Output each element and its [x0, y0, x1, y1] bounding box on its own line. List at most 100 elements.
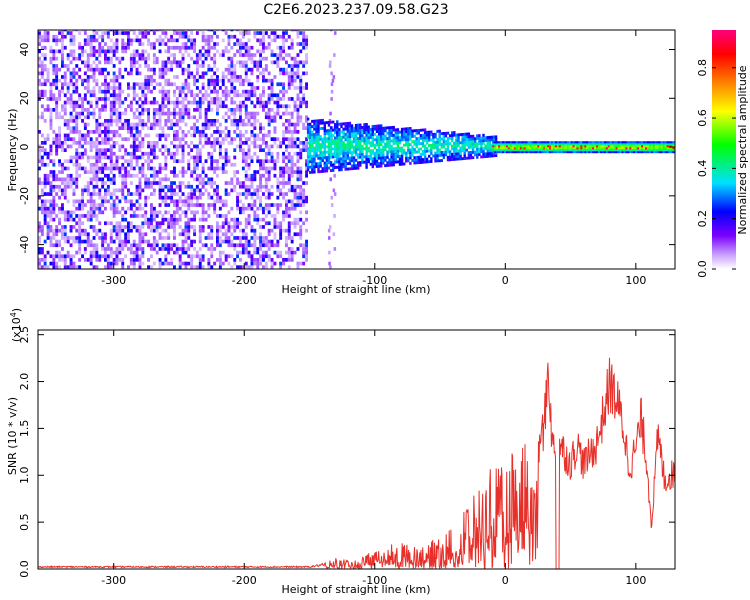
- spectrogram-cell: [72, 162, 76, 167]
- spectrogram-cell: [127, 236, 130, 240]
- spectrogram-cell: [124, 173, 128, 178]
- spectrogram-cell: [198, 56, 202, 61]
- spectrogram-cell: [115, 30, 119, 32]
- spectrogram-cell: [285, 119, 288, 123]
- spectrogram-cell: [259, 38, 262, 43]
- spectrogram-cell: [419, 136, 423, 140]
- spectrogram-cell: [623, 145, 626, 148]
- spectrogram-cell: [276, 104, 280, 109]
- spectrogram-cell: [66, 119, 70, 123]
- spectrogram-cell: [190, 71, 194, 76]
- spectrogram-cell: [101, 247, 105, 251]
- spectrogram-cell: [104, 75, 107, 79]
- spectrogram-cell: [158, 166, 162, 171]
- spectrogram-cell: [164, 184, 168, 189]
- spectrogram-cell: [127, 137, 130, 141]
- spectrogram-cell: [118, 89, 122, 94]
- spectrogram-cell: [187, 206, 191, 211]
- spectrogram-cell: [178, 93, 182, 98]
- spectrogram-cell: [282, 97, 285, 101]
- spectrogram-cell: [112, 89, 116, 94]
- spectrogram-cell: [112, 199, 116, 204]
- spectrogram-cell: [175, 137, 179, 141]
- spectrogram-cell: [198, 239, 202, 244]
- spectrogram-cell: [519, 149, 522, 152]
- spectrogram-cell: [305, 141, 308, 145]
- spectrogram-cell: [396, 152, 400, 156]
- spectrogram-cell: [81, 137, 84, 141]
- spectrogram-cell: [224, 199, 228, 204]
- spectrogram-cell: [81, 232, 84, 237]
- spectrogram-cell: [469, 153, 473, 157]
- spectrogram-cell: [52, 236, 56, 240]
- spectrogram-cell: [89, 250, 93, 255]
- spectrogram-cell: [132, 151, 136, 156]
- spectrogram-cell: [264, 170, 268, 174]
- spectrogram-cell: [141, 261, 145, 266]
- spectrogram-cell: [224, 232, 228, 237]
- spectrogram-cell: [218, 104, 222, 109]
- spectrogram-cell: [290, 162, 294, 167]
- spectrogram-cell: [164, 119, 168, 123]
- spectrogram-cell: [521, 143, 524, 146]
- spectrogram-cell: [152, 67, 156, 72]
- spectrogram-cell: [198, 173, 202, 178]
- spectrogram-cell: [121, 217, 125, 222]
- spectrogram-cell: [127, 82, 130, 87]
- spectrogram-cell: [327, 129, 331, 132]
- spectrogram-cell: [461, 138, 464, 142]
- spectrogram-cell: [52, 53, 56, 57]
- spectrogram-cell: [138, 232, 142, 237]
- spectrogram-cell: [38, 31, 41, 35]
- spectrogram-cell: [531, 149, 534, 152]
- spectrogram-cell: [643, 147, 646, 150]
- spectrogram-cell: [241, 42, 245, 46]
- spectrogram-cell: [193, 162, 196, 167]
- spectrogram-cell: [112, 86, 116, 90]
- spectrogram-cell: [407, 146, 410, 149]
- spectrogram-cell: [250, 141, 254, 145]
- spectrogram-cell: [551, 141, 554, 144]
- spectrogram-cell: [398, 130, 402, 134]
- spectrogram-cell: [423, 157, 427, 161]
- spectrogram-cell: [52, 108, 56, 112]
- spectrogram-cell: [323, 169, 326, 173]
- spectrogram-cell: [193, 60, 196, 65]
- spectrogram-cell: [344, 157, 347, 160]
- spectrogram-cell: [293, 100, 297, 105]
- spectrogram-cell: [195, 86, 199, 90]
- spectrogram-cell: [293, 203, 297, 207]
- spectrogram-cell: [603, 149, 607, 152]
- spectrogram-cell: [236, 89, 239, 94]
- spectrogram-cell: [152, 45, 156, 50]
- spectrogram-cell: [141, 214, 145, 218]
- spectrogram-cell: [38, 247, 41, 251]
- spectrogram-cell: [375, 135, 379, 139]
- spectrogram-cell: [66, 122, 70, 127]
- spectrogram-cell: [290, 67, 294, 72]
- spectrogram-cell: [155, 228, 159, 233]
- spectrogram-cell: [455, 152, 458, 156]
- spectrogram-cell: [241, 100, 245, 105]
- spectrogram-cell: [411, 151, 414, 154]
- spectrogram-cell: [144, 100, 148, 105]
- spectrogram-cell: [267, 192, 271, 196]
- spectrogram-cell: [388, 126, 391, 130]
- spectrogram-cell: [603, 145, 607, 148]
- spectrogram-cell: [309, 133, 312, 137]
- spectrogram-cell: [259, 247, 262, 251]
- spectrogram-cell: [247, 67, 251, 72]
- spectrogram-cell: [213, 247, 217, 251]
- spectrogram-cell: [250, 177, 254, 182]
- spectrogram-cell: [173, 173, 176, 178]
- spectrogram-cell: [55, 97, 59, 101]
- spectrogram-cell: [75, 56, 79, 61]
- spectrogram-cell: [106, 261, 110, 266]
- spectrogram-cell: [299, 184, 303, 189]
- spectrogram-cell: [244, 170, 248, 174]
- spectrogram-cell: [321, 156, 324, 160]
- spectrogram-cell: [498, 143, 501, 146]
- spectrogram-cell: [106, 30, 110, 32]
- spectrogram-cell: [213, 100, 217, 105]
